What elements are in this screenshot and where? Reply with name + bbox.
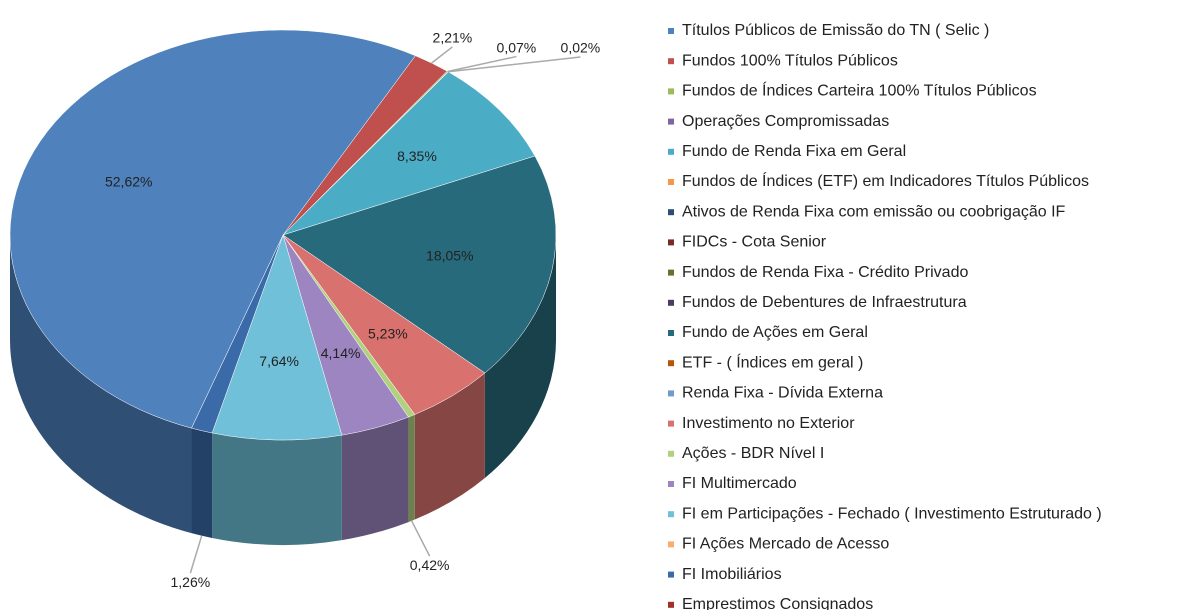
data-label: 18,05% (426, 247, 473, 263)
legend-label: Fundos de Índices (ETF) em Indicadores T… (682, 171, 1089, 190)
legend-label: ETF - ( Índices em geral ) (682, 352, 863, 371)
legend-label: Investimento no Exterior (682, 415, 855, 432)
legend-swatch (668, 481, 674, 487)
data-label: 8,35% (397, 148, 437, 164)
leader-line (447, 55, 517, 73)
leader-line (448, 56, 581, 73)
legend-swatch (668, 390, 674, 397)
slice-side (191, 428, 213, 538)
legend-label: Fundos de Debentures de Infraestrutura (682, 294, 967, 311)
legend-swatch (668, 511, 674, 518)
legend-swatch (668, 88, 674, 95)
slice-side (414, 372, 485, 520)
slice (282, 155, 557, 374)
legend-label: Ativos de Renda Fixa com emissão ou coob… (682, 203, 1066, 220)
legend-swatch (668, 28, 674, 34)
legend-swatch (668, 179, 674, 185)
leader-line (431, 46, 453, 64)
legend-swatch (668, 330, 674, 336)
legend-swatch (668, 541, 674, 548)
legend-label: Fundos 100% Títulos Públicos (682, 52, 898, 69)
legend-swatch (668, 299, 674, 306)
legend-label: Fundo de Renda Fixa em Geral (682, 143, 906, 160)
slice (211, 234, 343, 441)
leader-line (410, 520, 431, 557)
legend-swatch (668, 269, 674, 276)
slice-side (484, 235, 556, 478)
legend-label: Fundo de Ações em Geral (682, 324, 868, 341)
data-label: 0,42% (410, 557, 450, 573)
legend-label: Ações - BDR Nível I (682, 445, 824, 462)
legend-label: FI Multimercado (682, 475, 797, 492)
slice (282, 71, 536, 236)
legend-label: Títulos Públicos de Emissão do TN ( Seli… (682, 22, 989, 39)
slice (9, 29, 416, 429)
data-label: 7,64% (259, 353, 299, 369)
slice-side (212, 432, 342, 545)
slice-side (408, 414, 415, 523)
legend-label: Operações Compromissadas (682, 113, 889, 130)
data-label: 4,14% (321, 345, 361, 361)
slice-side (341, 417, 409, 541)
legend-label: FI Imobiliários (682, 566, 782, 583)
data-label: 2,21% (433, 30, 473, 46)
legend-swatch (668, 58, 674, 65)
legend-label: Fundos de Índices Carteira 100% Títulos … (682, 81, 1037, 100)
data-label: 5,23% (368, 325, 408, 341)
data-label: 52,62% (105, 173, 152, 189)
legend-swatch (668, 209, 674, 216)
legend-label: Fundos de Renda Fixa - Crédito Privado (682, 264, 968, 281)
legend-swatch (668, 601, 674, 608)
legend-swatch (668, 239, 674, 246)
legend-label: FIDCs - Cota Senior (682, 234, 827, 251)
legend-label: Emprestimos Consignados (682, 596, 873, 610)
data-label: 1,26% (171, 574, 211, 590)
legend-swatch (668, 360, 674, 367)
legend-swatch (668, 450, 674, 457)
legend-swatch (668, 420, 674, 427)
slice-side (10, 235, 192, 534)
legend-label: FI em Participações - Fechado ( Investim… (682, 505, 1102, 522)
data-label: 0,07% (497, 39, 537, 55)
legend-swatch (668, 118, 674, 125)
data-label: 0,02% (561, 40, 601, 56)
legend-label: Renda Fixa - Dívida Externa (682, 385, 883, 402)
leader-line (189, 535, 203, 574)
legend-label: FI Ações Mercado de Acesso (682, 536, 889, 553)
legend-swatch (668, 571, 674, 578)
legend-swatch (668, 148, 674, 155)
